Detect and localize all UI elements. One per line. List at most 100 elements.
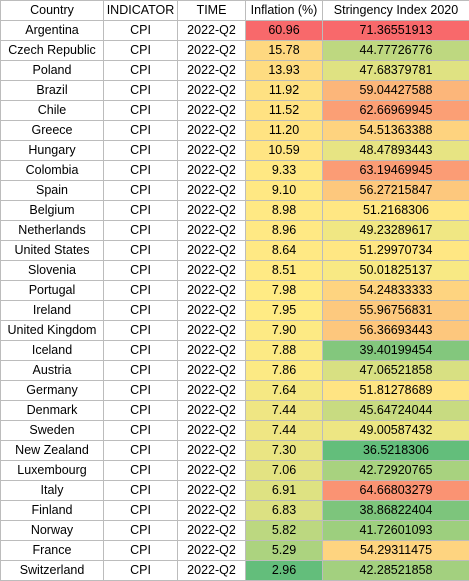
country-cell: Portugal	[0, 280, 104, 301]
time-cell: 2022-Q2	[177, 320, 246, 341]
time-cell: 2022-Q2	[177, 40, 246, 61]
stringency-cell: 54.29311475	[322, 540, 469, 561]
time-cell: 2022-Q2	[177, 240, 246, 261]
header-country: Country	[0, 0, 104, 21]
indicator-cell: CPI	[103, 280, 178, 301]
inflation-cell: 10.59	[245, 140, 323, 161]
indicator-cell: CPI	[103, 220, 178, 241]
country-cell: Argentina	[0, 20, 104, 41]
table-row: Czech Republic CPI 2022-Q2 15.78 44.77726776	[0, 40, 469, 61]
table-row: Brazil CPI 2022-Q2 11.92 59.04427588	[0, 80, 469, 101]
header-indicator: INDICATOR	[103, 0, 178, 21]
country-cell: Brazil	[0, 80, 104, 101]
table-row: Greece CPI 2022-Q2 11.20 54.51363388	[0, 120, 469, 141]
country-cell: Iceland	[0, 340, 104, 361]
country-cell: Luxembourg	[0, 460, 104, 481]
country-cell: Switzerland	[0, 560, 104, 581]
table-row: Poland CPI 2022-Q2 13.93 47.68379781	[0, 60, 469, 81]
stringency-cell: 59.04427588	[322, 80, 469, 101]
header-inflation: Inflation (%)	[245, 0, 323, 21]
stringency-cell: 48.47893443	[322, 140, 469, 161]
time-cell: 2022-Q2	[177, 520, 246, 541]
table-row: Germany CPI 2022-Q2 7.64 51.81278689	[0, 380, 469, 401]
country-cell: Czech Republic	[0, 40, 104, 61]
inflation-cell: 7.86	[245, 360, 323, 381]
stringency-cell: 47.68379781	[322, 60, 469, 81]
time-cell: 2022-Q2	[177, 540, 246, 561]
inflation-cell: 8.51	[245, 260, 323, 281]
inflation-cell: 15.78	[245, 40, 323, 61]
time-cell: 2022-Q2	[177, 80, 246, 101]
indicator-cell: CPI	[103, 500, 178, 521]
indicator-cell: CPI	[103, 520, 178, 541]
country-cell: Denmark	[0, 400, 104, 421]
country-cell: Germany	[0, 380, 104, 401]
time-cell: 2022-Q2	[177, 440, 246, 461]
table-row: Sweden CPI 2022-Q2 7.44 49.00587432	[0, 420, 469, 441]
indicator-cell: CPI	[103, 140, 178, 161]
indicator-cell: CPI	[103, 380, 178, 401]
country-cell: France	[0, 540, 104, 561]
time-cell: 2022-Q2	[177, 500, 246, 521]
table-row: Italy CPI 2022-Q2 6.91 64.66803279	[0, 480, 469, 501]
inflation-cell: 5.82	[245, 520, 323, 541]
time-cell: 2022-Q2	[177, 400, 246, 421]
stringency-cell: 47.06521858	[322, 360, 469, 381]
table-body: Argentina CPI 2022-Q2 60.96 71.36551913 Czech…	[0, 20, 469, 581]
inflation-cell: 8.98	[245, 200, 323, 221]
indicator-cell: CPI	[103, 560, 178, 581]
table-row: Hungary CPI 2022-Q2 10.59 48.47893443	[0, 140, 469, 161]
country-cell: Poland	[0, 60, 104, 81]
table-row: Luxembourg CPI 2022-Q2 7.06 42.72920765	[0, 460, 469, 481]
indicator-cell: CPI	[103, 40, 178, 61]
table-row: Belgium CPI 2022-Q2 8.98 51.2168306	[0, 200, 469, 221]
table-row: Netherlands CPI 2022-Q2 8.96 49.23289617	[0, 220, 469, 241]
indicator-cell: CPI	[103, 300, 178, 321]
stringency-cell: 51.81278689	[322, 380, 469, 401]
time-cell: 2022-Q2	[177, 300, 246, 321]
indicator-cell: CPI	[103, 260, 178, 281]
indicator-cell: CPI	[103, 120, 178, 141]
country-cell: Finland	[0, 500, 104, 521]
inflation-cell: 6.83	[245, 500, 323, 521]
indicator-cell: CPI	[103, 80, 178, 101]
indicator-cell: CPI	[103, 20, 178, 41]
country-cell: Italy	[0, 480, 104, 501]
time-cell: 2022-Q2	[177, 160, 246, 181]
indicator-cell: CPI	[103, 420, 178, 441]
table-row: Colombia CPI 2022-Q2 9.33 63.19469945	[0, 160, 469, 181]
inflation-cell: 7.44	[245, 420, 323, 441]
time-cell: 2022-Q2	[177, 360, 246, 381]
inflation-cell: 6.91	[245, 480, 323, 501]
table-row: Portugal CPI 2022-Q2 7.98 54.24833333	[0, 280, 469, 301]
inflation-cell: 7.44	[245, 400, 323, 421]
table-row: New Zealand CPI 2022-Q2 7.30 36.5218306	[0, 440, 469, 461]
time-cell: 2022-Q2	[177, 380, 246, 401]
country-cell: Chile	[0, 100, 104, 121]
table-row: Spain CPI 2022-Q2 9.10 56.27215847	[0, 180, 469, 201]
indicator-cell: CPI	[103, 480, 178, 501]
table-row: France CPI 2022-Q2 5.29 54.29311475	[0, 540, 469, 561]
header-row: Country INDICATOR TIME Inflation (%) Str…	[0, 0, 469, 21]
indicator-cell: CPI	[103, 400, 178, 421]
stringency-cell: 56.36693443	[322, 320, 469, 341]
stringency-cell: 41.72601093	[322, 520, 469, 541]
time-cell: 2022-Q2	[177, 140, 246, 161]
inflation-cell: 5.29	[245, 540, 323, 561]
stringency-cell: 54.24833333	[322, 280, 469, 301]
time-cell: 2022-Q2	[177, 120, 246, 141]
table-row: Austria CPI 2022-Q2 7.86 47.06521858	[0, 360, 469, 381]
time-cell: 2022-Q2	[177, 480, 246, 501]
indicator-cell: CPI	[103, 60, 178, 81]
time-cell: 2022-Q2	[177, 560, 246, 581]
country-cell: Slovenia	[0, 260, 104, 281]
stringency-cell: 36.5218306	[322, 440, 469, 461]
inflation-cell: 7.64	[245, 380, 323, 401]
time-cell: 2022-Q2	[177, 20, 246, 41]
table-row: United Kingdom CPI 2022-Q2 7.90 56.36693443	[0, 320, 469, 341]
inflation-cell: 7.06	[245, 460, 323, 481]
time-cell: 2022-Q2	[177, 460, 246, 481]
inflation-cell: 7.88	[245, 340, 323, 361]
stringency-cell: 71.36551913	[322, 20, 469, 41]
time-cell: 2022-Q2	[177, 280, 246, 301]
